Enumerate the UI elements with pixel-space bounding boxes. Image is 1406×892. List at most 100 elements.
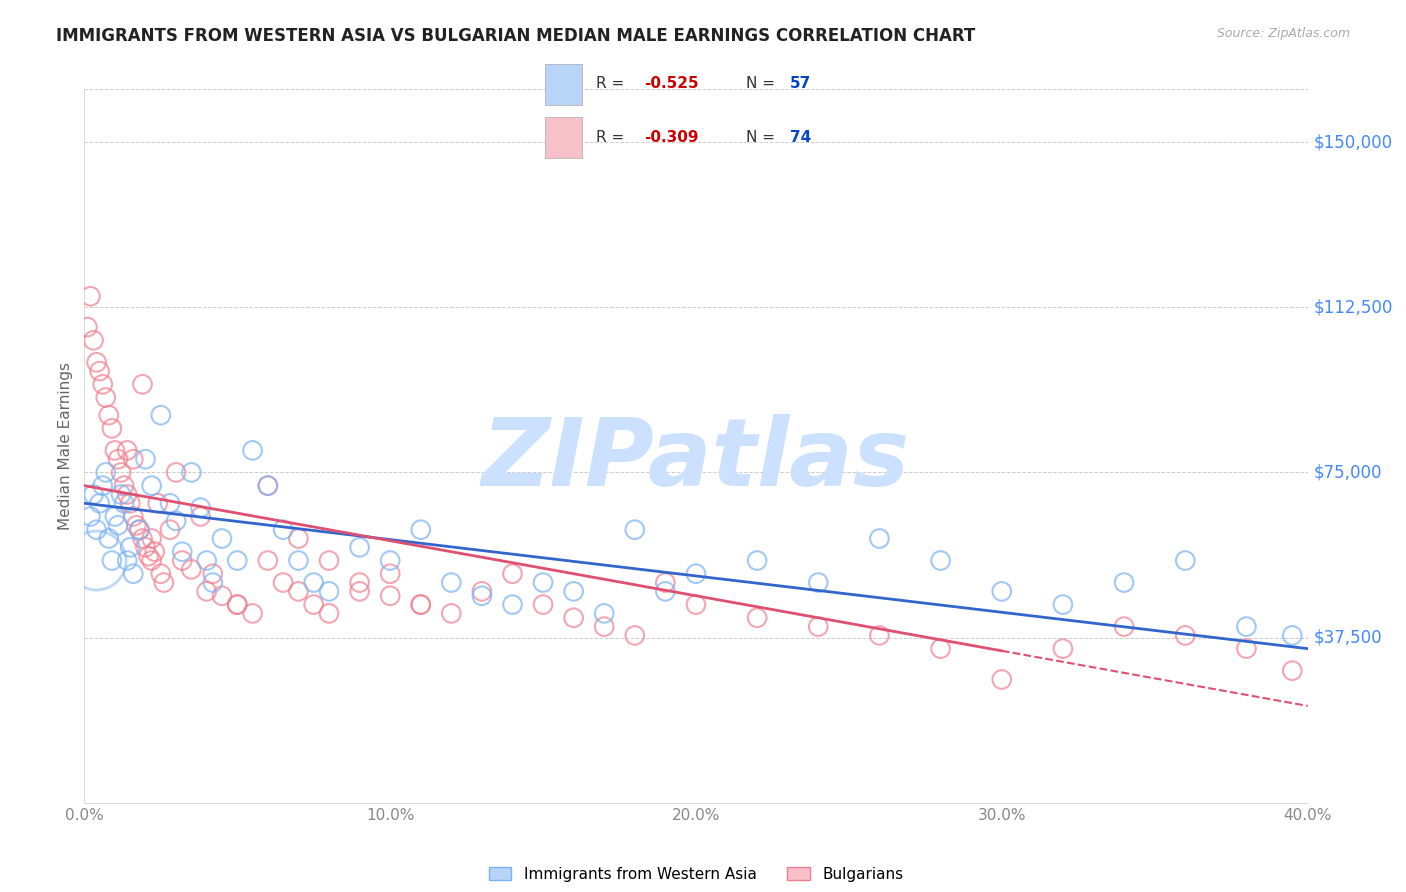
Point xyxy=(79,509,101,524)
Point xyxy=(380,566,402,581)
Point xyxy=(1281,628,1303,642)
Point xyxy=(141,532,163,546)
Point xyxy=(1174,553,1197,567)
Point xyxy=(502,566,524,581)
Point xyxy=(593,619,616,633)
Point xyxy=(685,566,707,581)
Point xyxy=(172,553,194,567)
Point xyxy=(257,478,280,492)
Point xyxy=(211,532,233,546)
Point xyxy=(271,523,294,537)
Point xyxy=(380,589,402,603)
Point xyxy=(531,598,554,612)
Point xyxy=(562,584,585,599)
Point xyxy=(929,641,952,656)
Point xyxy=(86,523,108,537)
Text: $75,000: $75,000 xyxy=(1313,464,1382,482)
Point xyxy=(101,553,124,567)
Text: R =: R = xyxy=(596,129,630,145)
Point xyxy=(195,553,218,567)
Point xyxy=(128,523,150,537)
Point xyxy=(76,320,98,334)
Point xyxy=(287,532,309,546)
Point xyxy=(349,541,371,555)
Point xyxy=(318,584,340,599)
Point xyxy=(201,566,224,581)
Point xyxy=(86,355,108,369)
Point xyxy=(112,496,135,510)
Point xyxy=(172,545,194,559)
Point xyxy=(89,364,111,378)
Point xyxy=(135,452,157,467)
Point xyxy=(242,443,264,458)
Point xyxy=(115,553,138,567)
Bar xyxy=(546,117,582,158)
Point xyxy=(149,408,172,422)
Point xyxy=(226,553,249,567)
Point xyxy=(83,333,105,347)
Point xyxy=(1234,619,1257,633)
Point xyxy=(349,584,371,599)
Point xyxy=(91,377,114,392)
Point xyxy=(271,575,294,590)
Point xyxy=(91,478,114,492)
Point xyxy=(141,478,163,492)
Text: -0.309: -0.309 xyxy=(644,129,699,145)
Point xyxy=(180,466,202,480)
Point xyxy=(287,553,309,567)
Point xyxy=(747,611,769,625)
Point xyxy=(318,553,340,567)
Point xyxy=(195,584,218,599)
Point xyxy=(110,466,132,480)
Point xyxy=(120,541,142,555)
Point xyxy=(83,487,105,501)
Point xyxy=(226,598,249,612)
Point xyxy=(991,584,1014,599)
Point xyxy=(1114,619,1136,633)
Point xyxy=(380,553,402,567)
Point xyxy=(807,619,830,633)
Point xyxy=(471,584,494,599)
Point xyxy=(302,575,325,590)
Point xyxy=(153,575,176,590)
Point xyxy=(141,553,163,567)
Point xyxy=(211,589,233,603)
Point xyxy=(165,514,187,528)
Point xyxy=(869,628,891,642)
Point xyxy=(94,391,117,405)
Point xyxy=(107,452,129,467)
Point xyxy=(349,575,371,590)
Point xyxy=(1174,628,1197,642)
Point xyxy=(115,443,138,458)
Point xyxy=(654,584,676,599)
Point xyxy=(562,611,585,625)
Point xyxy=(107,518,129,533)
Point xyxy=(104,509,127,524)
Point xyxy=(159,496,181,510)
Point xyxy=(440,607,463,621)
Point xyxy=(79,289,101,303)
Point xyxy=(190,500,212,515)
Point xyxy=(122,509,145,524)
Point xyxy=(115,487,138,501)
Point xyxy=(654,575,676,590)
Point xyxy=(991,673,1014,687)
Point xyxy=(242,607,264,621)
Text: Source: ZipAtlas.com: Source: ZipAtlas.com xyxy=(1216,27,1350,40)
Point xyxy=(471,589,494,603)
Point xyxy=(531,575,554,590)
Point xyxy=(94,466,117,480)
Text: 74: 74 xyxy=(790,129,811,145)
Point xyxy=(131,532,153,546)
Text: IMMIGRANTS FROM WESTERN ASIA VS BULGARIAN MEDIAN MALE EARNINGS CORRELATION CHART: IMMIGRANTS FROM WESTERN ASIA VS BULGARIA… xyxy=(56,27,976,45)
Text: R =: R = xyxy=(596,76,630,91)
Point xyxy=(624,628,647,642)
Point xyxy=(110,487,132,501)
Point xyxy=(128,523,150,537)
Bar xyxy=(546,64,582,104)
Point xyxy=(409,523,432,537)
Point xyxy=(302,598,325,612)
Point xyxy=(165,466,187,480)
Point xyxy=(318,607,340,621)
Point xyxy=(159,523,181,537)
